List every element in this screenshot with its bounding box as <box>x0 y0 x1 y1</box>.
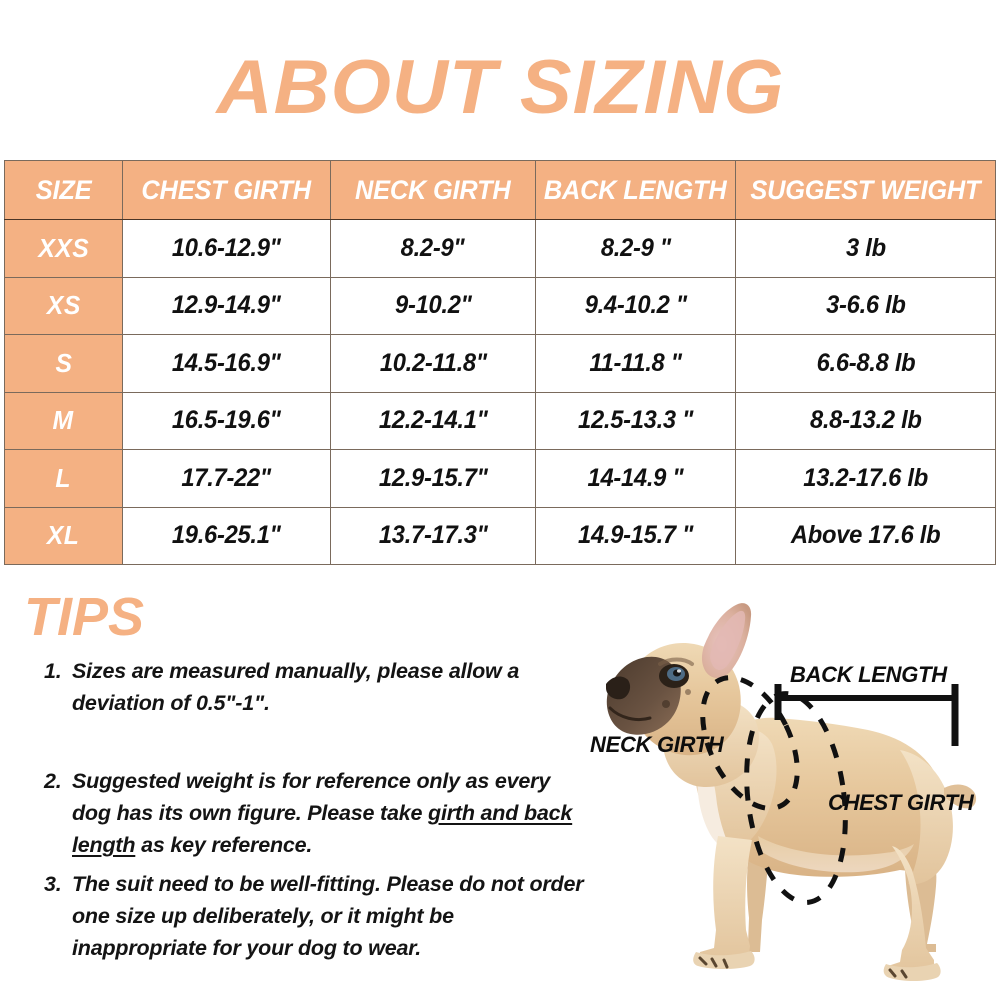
tip-item-2: 2. Suggested weight is for reference onl… <box>44 765 584 861</box>
column-header-back-length-label: BACK LENGTH <box>544 174 727 205</box>
cell-size: L <box>4 449 123 508</box>
cell-size: S <box>4 334 123 393</box>
table-row: M 16.5-19.6" 12.2-14.1" 12.5-13.3 " 8.8-… <box>4 391 996 450</box>
cell-neck-girth: 13.7-17.3" <box>330 506 536 565</box>
cell-suggest-weight: 8.8-13.2 lb <box>735 391 996 450</box>
dog-body <box>606 603 977 981</box>
tip-item-1: 1. Sizes are measured manually, please a… <box>44 655 584 719</box>
cell-chest-girth: 16.5-19.6" <box>122 391 331 450</box>
cell-chest-girth: 12.9-14.9" <box>122 276 331 335</box>
cell-back-length: 8.2-9 " <box>535 219 736 278</box>
cell-suggest-weight: 3 lb <box>735 219 996 278</box>
tip-number: 2. <box>44 769 62 793</box>
cell-neck-girth: 9-10.2" <box>330 276 536 335</box>
tip-text: The suit need to be well-fitting. Please… <box>44 868 584 964</box>
cell-suggest-weight: 13.2-17.6 lb <box>735 449 996 508</box>
column-header-chest-girth-label: CHEST GIRTH <box>141 174 312 205</box>
column-header-back-length: BACK LENGTH <box>535 160 736 220</box>
column-header-neck-girth: NECK GIRTH <box>330 160 536 220</box>
cell-chest-girth: 10.6-12.9" <box>122 219 331 278</box>
dog-illustration <box>606 603 977 981</box>
cell-size: M <box>4 391 123 450</box>
column-header-chest-girth: CHEST GIRTH <box>122 160 331 220</box>
cell-chest-girth: 14.5-16.9" <box>122 334 331 393</box>
cell-suggest-weight: Above 17.6 lb <box>735 506 996 565</box>
cell-chest-girth: 17.7-22" <box>122 449 331 508</box>
table-row: XS 12.9-14.9" 9-10.2" 9.4-10.2 " 3-6.6 l… <box>4 276 996 335</box>
page-title: ABOUT SIZING <box>216 45 785 130</box>
column-header-suggest-weight: SUGGEST WEIGHT <box>735 160 996 220</box>
chest-girth-label: CHEST GIRTH <box>828 790 974 815</box>
tip-text-before: Suggested weight is for reference only a… <box>72 769 551 825</box>
cell-suggest-weight: 3-6.6 lb <box>735 276 996 335</box>
cell-back-length: 14-14.9 " <box>535 449 736 508</box>
table-header-row: SIZE CHEST GIRTH NECK GIRTH BACK LENGTH … <box>4 160 996 220</box>
table-row: L 17.7-22" 12.9-15.7" 14-14.9 " 13.2-17.… <box>4 449 996 508</box>
cell-neck-girth: 12.2-14.1" <box>330 391 536 450</box>
cell-back-length: 11-11.8 " <box>535 334 736 393</box>
column-header-suggest-weight-label: SUGGEST WEIGHT <box>750 174 981 205</box>
cell-chest-girth: 19.6-25.1" <box>122 506 331 565</box>
cell-neck-girth: 8.2-9" <box>330 219 536 278</box>
tip-item-3: 3. The suit need to be well-fitting. Ple… <box>44 868 584 964</box>
tips-heading: TIPS <box>24 587 145 647</box>
table-row: XL 19.6-25.1" 13.7-17.3" 14.9-15.7 " Abo… <box>4 506 996 565</box>
column-header-size-label: SIZE <box>35 174 92 205</box>
cell-size: XL <box>4 506 123 565</box>
tip-text-underlined: girth and back length <box>72 801 573 857</box>
column-header-size: SIZE <box>4 160 123 220</box>
column-header-neck-girth-label: NECK GIRTH <box>355 174 511 205</box>
cell-back-length: 9.4-10.2 " <box>535 276 736 335</box>
tip-number: 1. <box>44 659 62 683</box>
cell-back-length: 14.9-15.7 " <box>535 506 736 565</box>
tip-text: Sizes are measured manually, please allo… <box>44 655 584 719</box>
cell-size: XXS <box>4 219 123 278</box>
cell-neck-girth: 10.2-11.8" <box>330 334 536 393</box>
neck-girth-label: NECK GIRTH <box>590 732 724 757</box>
size-chart-table: SIZE CHEST GIRTH NECK GIRTH BACK LENGTH … <box>4 160 996 565</box>
dog-measurement-figure: NECK GIRTH BACK LENGTH CHEST GIRTH <box>590 600 1001 1001</box>
tip-text-plain: Sizes are measured manually, please allo… <box>72 659 520 715</box>
table-row: XXS 10.6-12.9" 8.2-9" 8.2-9 " 3 lb <box>4 219 996 278</box>
tip-number: 3. <box>44 872 62 896</box>
back-length-label: BACK LENGTH <box>790 662 947 687</box>
neck-girth-indicator <box>700 675 800 811</box>
tip-text-plain: The suit need to be well-fitting. Please… <box>72 872 584 960</box>
cell-back-length: 12.5-13.3 " <box>535 391 736 450</box>
chest-girth-indicator <box>744 691 848 905</box>
table-row: S 14.5-16.9" 10.2-11.8" 11-11.8 " 6.6-8.… <box>4 334 996 393</box>
cell-size: XS <box>4 276 123 335</box>
tip-text: Suggested weight is for reference only a… <box>44 765 584 861</box>
cell-neck-girth: 12.9-15.7" <box>330 449 536 508</box>
back-length-indicator <box>774 684 959 746</box>
tip-text-after: as key reference. <box>135 833 313 857</box>
cell-suggest-weight: 6.6-8.8 lb <box>735 334 996 393</box>
